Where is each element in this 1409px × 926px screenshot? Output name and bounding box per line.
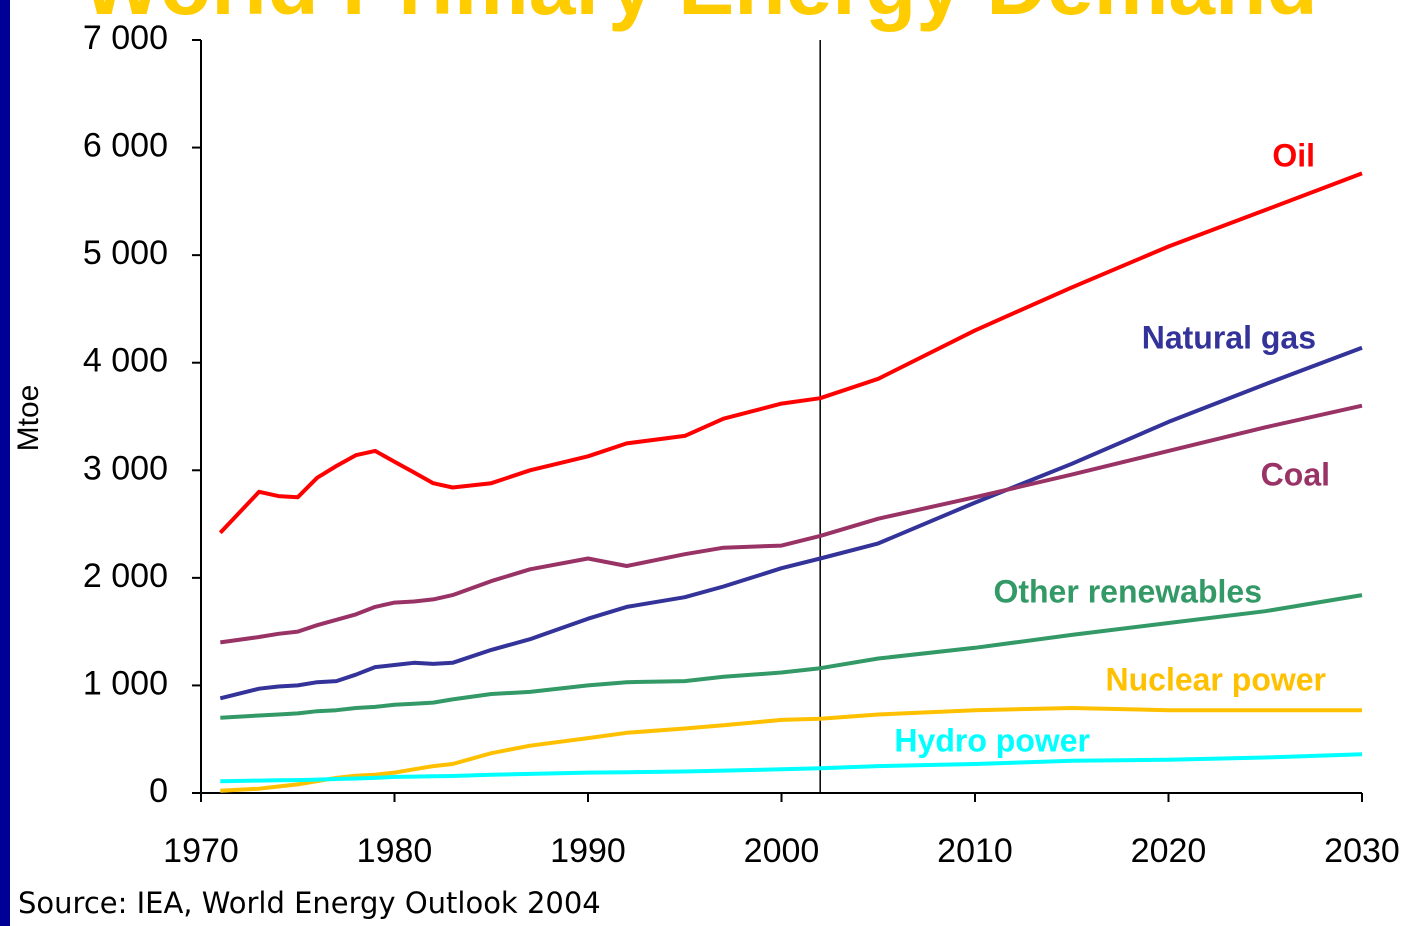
series-label: Hydro power: [894, 722, 1090, 758]
x-tick-label: 1970: [163, 832, 239, 870]
y-tick-label: 2 000: [83, 557, 168, 595]
series-label: Other renewables: [993, 573, 1262, 609]
y-tick-label: 1 000: [83, 664, 168, 702]
x-tick-label: 2010: [937, 832, 1013, 870]
y-axis-label: Mtoe: [12, 385, 45, 452]
series-label: Nuclear power: [1105, 661, 1326, 697]
y-tick-label: 4 000: [83, 342, 168, 380]
y-tick-label: 3 000: [83, 449, 168, 487]
series-label: Coal: [1261, 456, 1330, 492]
series-line: [218, 171, 1363, 535]
x-tick-label: 1980: [357, 832, 433, 870]
source: Source: IEA, World Energy Outlook 2004: [18, 886, 601, 920]
y-tick-label: 0: [149, 772, 168, 810]
series-label: Natural gas: [1142, 319, 1316, 355]
y-tick-label: 5 000: [83, 234, 168, 272]
y-tick-label: 7 000: [83, 19, 168, 57]
series-line: [220, 752, 1363, 784]
series-line: [219, 345, 1363, 701]
side-bar: [0, 0, 10, 926]
y-tick-label: 6 000: [83, 127, 168, 165]
chart-title: World Primary Energy Demand: [82, 0, 1317, 32]
x-tick-label: 2030: [1324, 832, 1400, 870]
series-line: [220, 403, 1363, 645]
x-tick-label: 1990: [550, 832, 626, 870]
x-tick-label: 2000: [744, 832, 820, 870]
series-label: Oil: [1272, 137, 1315, 173]
series-line: [220, 593, 1363, 720]
x-tick-label: 2020: [1131, 832, 1207, 870]
